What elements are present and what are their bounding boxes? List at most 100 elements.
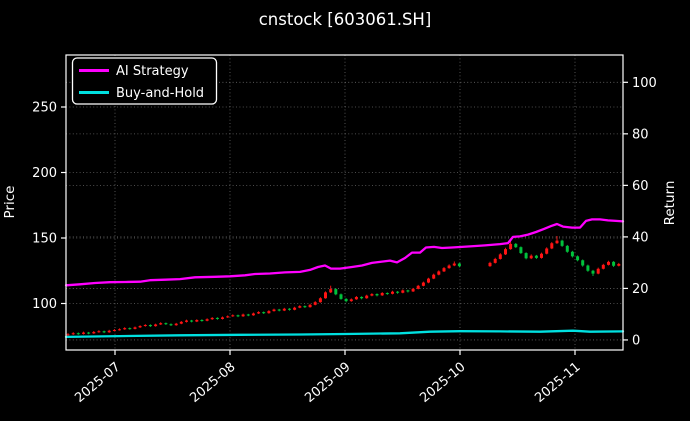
candle-body xyxy=(210,317,214,320)
candle-body xyxy=(339,294,343,299)
candle-body xyxy=(591,270,595,274)
candle-body xyxy=(560,240,564,246)
candle-body xyxy=(215,317,219,319)
candle-body xyxy=(488,262,492,267)
candle-body xyxy=(308,304,312,308)
candle-body xyxy=(385,293,389,295)
price-tick-label: 200 xyxy=(32,166,57,181)
candle-body xyxy=(401,290,405,293)
legend: AI Strategy Buy-and-Hold xyxy=(71,57,218,105)
candle-body xyxy=(565,245,569,252)
candle-body xyxy=(442,268,446,272)
chart-title: cnstock [603061.SH] xyxy=(259,10,432,29)
candle-body xyxy=(241,314,245,317)
candle-body xyxy=(612,261,616,266)
candle-body xyxy=(148,324,152,327)
candle-body xyxy=(349,299,353,302)
candle-body xyxy=(97,331,101,333)
candle-body xyxy=(380,293,384,296)
candle-body xyxy=(190,320,194,322)
candle-body xyxy=(329,289,333,293)
return-tick-label: 40 xyxy=(632,230,649,245)
candle-body xyxy=(267,311,271,314)
candle-body xyxy=(179,321,183,324)
candle-body xyxy=(169,324,173,326)
candle-body xyxy=(524,253,528,259)
candle-body xyxy=(272,309,276,312)
candlestick-series xyxy=(66,236,621,336)
candle-body xyxy=(107,330,111,333)
candle-body xyxy=(493,258,497,263)
candle-body xyxy=(154,324,158,327)
legend-label-ai-strategy: AI Strategy xyxy=(116,64,189,79)
candle-body xyxy=(509,243,513,250)
date-tick-label: 2025-09 xyxy=(302,360,353,406)
candle-body xyxy=(164,323,168,325)
candle-body xyxy=(143,324,147,327)
line-series xyxy=(64,218,625,339)
candle-body xyxy=(617,263,621,266)
candle-body xyxy=(76,333,80,335)
candle-body xyxy=(133,327,137,329)
candle-body xyxy=(576,256,580,261)
candle-body xyxy=(221,317,224,319)
candle-body xyxy=(365,295,369,299)
candle-body xyxy=(71,333,75,335)
candle-body xyxy=(570,251,574,257)
candle-body xyxy=(205,319,209,321)
candle-body xyxy=(581,260,585,266)
candle-body xyxy=(159,323,163,325)
candle-body xyxy=(236,315,240,317)
return-tick-label: 20 xyxy=(632,282,649,297)
candle-body xyxy=(534,255,538,258)
candle-body xyxy=(262,312,266,314)
return-tick-label: 0 xyxy=(632,333,640,348)
candle-body xyxy=(293,307,297,310)
candle-body xyxy=(447,265,451,269)
ai-strategy-line xyxy=(64,218,625,287)
candle-body xyxy=(87,332,91,334)
candle-body xyxy=(437,271,441,275)
candle-body xyxy=(427,278,430,283)
candle-body xyxy=(246,314,250,316)
candle-body xyxy=(514,243,518,248)
candle-body xyxy=(277,309,281,311)
price-tick-label: 100 xyxy=(32,297,57,312)
candle-body xyxy=(354,296,358,300)
candle-body xyxy=(282,308,286,311)
buy-and-hold-line xyxy=(64,329,625,339)
candle-body xyxy=(596,268,600,274)
candle-body xyxy=(452,263,456,266)
candle-body xyxy=(370,294,374,296)
date-tick-label: 2025-10 xyxy=(417,360,468,406)
candle-body xyxy=(200,320,204,322)
candle-body xyxy=(586,265,590,271)
candle-body xyxy=(174,323,178,326)
candle-body xyxy=(318,298,322,303)
candle-body xyxy=(231,315,235,317)
candle-body xyxy=(529,255,533,259)
candle-body xyxy=(391,291,394,294)
candle-body xyxy=(411,288,415,292)
candle-body xyxy=(82,332,85,334)
return-tick-label: 80 xyxy=(632,127,649,142)
candle-body xyxy=(92,332,96,334)
date-tick-label: 2025-07 xyxy=(72,360,123,406)
candle-body xyxy=(226,316,230,318)
candle-body xyxy=(128,328,132,330)
return-tick-label: 100 xyxy=(632,76,657,91)
candle-body xyxy=(288,308,291,310)
candle-body xyxy=(550,243,554,249)
candle-body xyxy=(257,312,261,314)
candle-body xyxy=(118,329,121,331)
candle-body xyxy=(498,254,502,259)
candle-body xyxy=(344,298,348,302)
return-axis-label: Return xyxy=(662,181,678,226)
legend-label-buy-and-hold: Buy-and-Hold xyxy=(116,86,204,101)
candle-body xyxy=(334,289,338,295)
candle-body xyxy=(303,306,307,308)
candle-body xyxy=(185,320,188,322)
candle-body xyxy=(601,264,605,269)
candle-body xyxy=(432,274,436,279)
